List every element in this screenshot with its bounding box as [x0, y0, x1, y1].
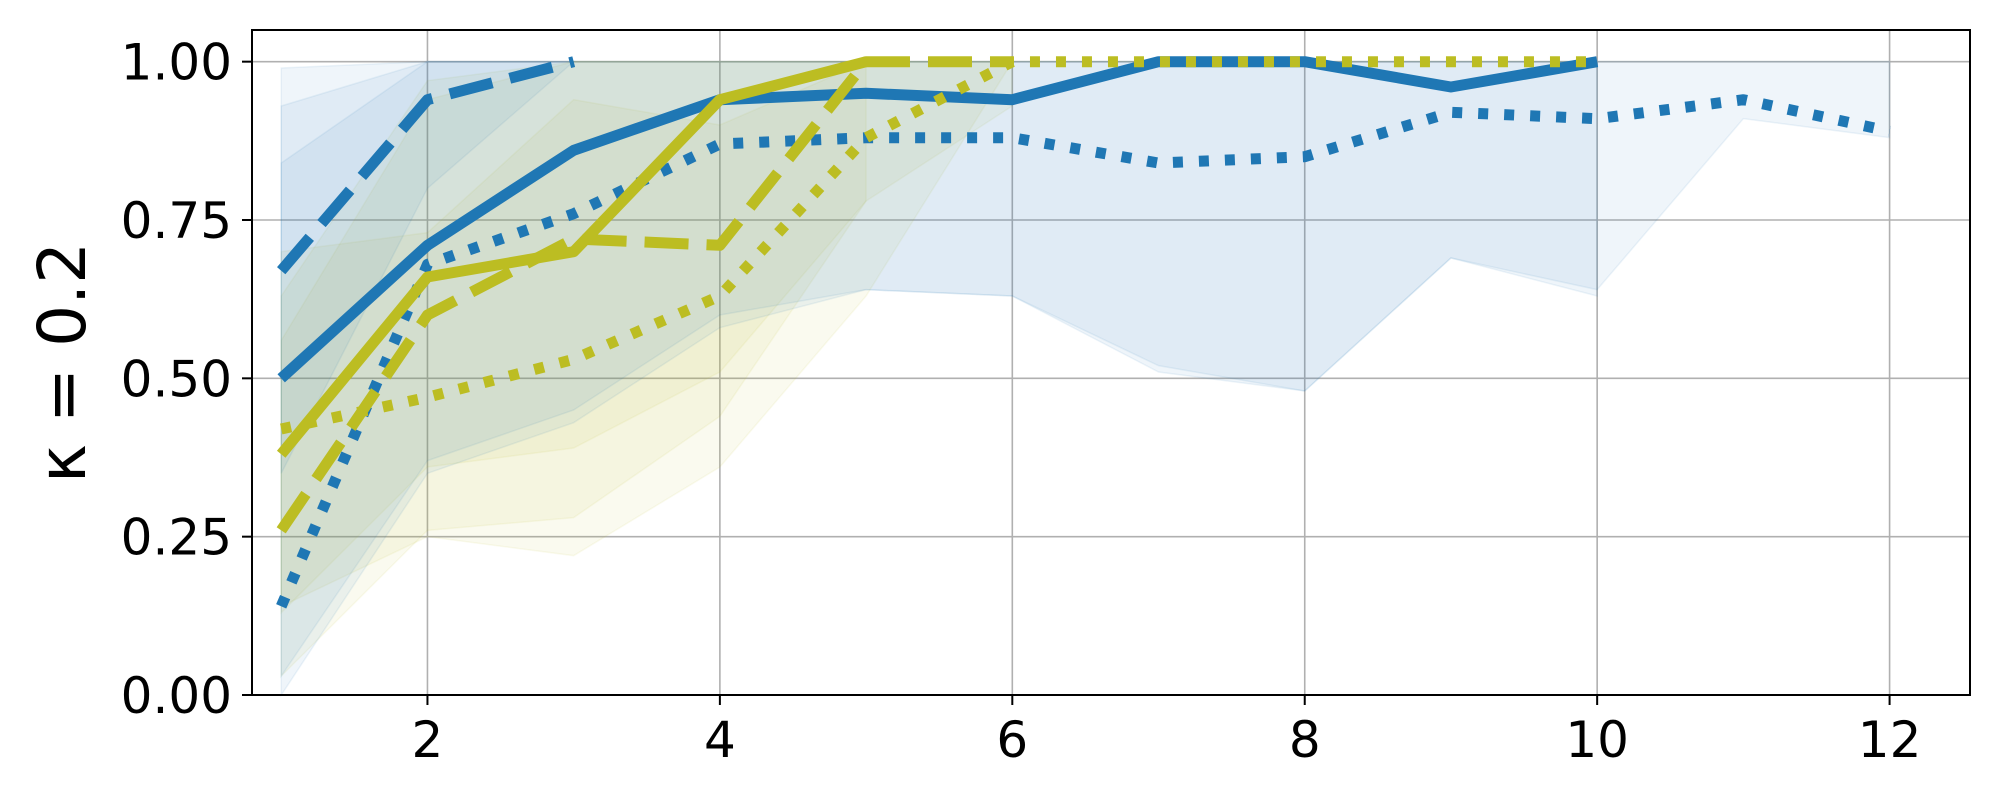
series-line-blue-dashed [277, 56, 576, 275]
series-line-olive-dotted [280, 56, 1598, 435]
x-tick-label: 12 [1858, 711, 1922, 769]
y-tick-label: 1.00 [121, 34, 232, 92]
y-tick-label: 0.75 [121, 192, 232, 250]
y-axis-ticks: 0.00 0.25 0.50 0.75 1.00 [121, 34, 252, 725]
series-lines [276, 56, 1891, 609]
series-line-olive-dashed [276, 56, 1013, 534]
x-tick-label: 10 [1565, 711, 1629, 769]
y-tick-label: 0.50 [121, 350, 232, 408]
confidence-band-olive-solid [280, 60, 867, 615]
y-tick-label: 0.25 [121, 509, 232, 567]
series-line-blue-dotted [276, 94, 1891, 609]
x-tick-label: 2 [412, 711, 444, 769]
x-tick-label: 4 [704, 711, 736, 769]
confidence-band-blue-dashed [280, 60, 576, 474]
y-axis-label: κ = 0.2 [24, 242, 101, 483]
series-line-olive-solid [276, 56, 868, 458]
x-axis-ticks: 2 4 6 8 10 12 [412, 695, 1922, 769]
x-tick-label: 8 [1289, 711, 1321, 769]
y-tick-label: 0.00 [121, 667, 232, 725]
plot-frame [251, 29, 1971, 696]
x-tick-label: 6 [996, 711, 1028, 769]
